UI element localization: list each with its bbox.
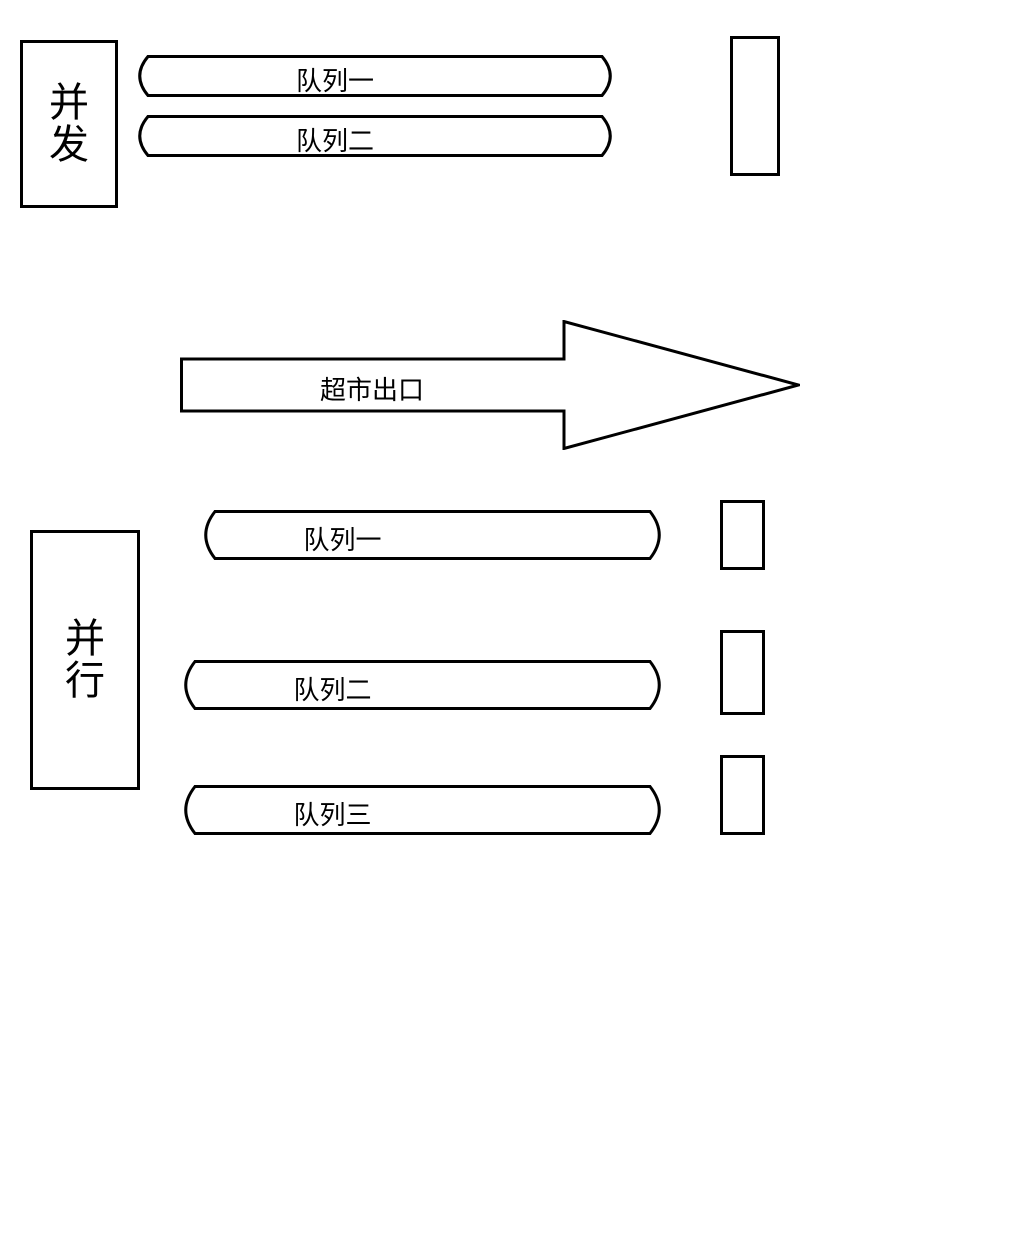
parallel-queue-2: 队列二: [175, 660, 670, 710]
parallel-queue-3: 队列三: [175, 785, 670, 835]
diagram-canvas: 并 发 队列一 队列二 超市出口 并 行 队列一: [0, 0, 1024, 1236]
parallel-label-char-1: 并: [65, 618, 105, 660]
concurrent-queue-2: 队列二: [130, 115, 620, 157]
parallel-label-box: 并 行: [30, 530, 140, 790]
supermarket-exit-arrow-label: 超市出口: [180, 370, 564, 407]
parallel-queue-1-label: 队列一: [105, 520, 580, 557]
concurrent-sink-box: [730, 36, 780, 176]
concurrent-label-char-1: 并: [49, 82, 89, 124]
supermarket-exit-arrow: 超市出口: [180, 320, 800, 450]
parallel-sink-2: [720, 630, 765, 715]
parallel-sink-1: [720, 500, 765, 570]
concurrent-queue-2-label: 队列二: [90, 121, 580, 158]
parallel-queue-2-label: 队列二: [85, 670, 580, 707]
concurrent-queue-1-label: 队列一: [90, 61, 580, 98]
concurrent-queue-1: 队列一: [130, 55, 620, 97]
parallel-sink-3: [720, 755, 765, 835]
concurrent-label-char-2: 发: [49, 124, 89, 166]
parallel-queue-3-label: 队列三: [85, 795, 580, 832]
parallel-queue-1: 队列一: [195, 510, 670, 560]
